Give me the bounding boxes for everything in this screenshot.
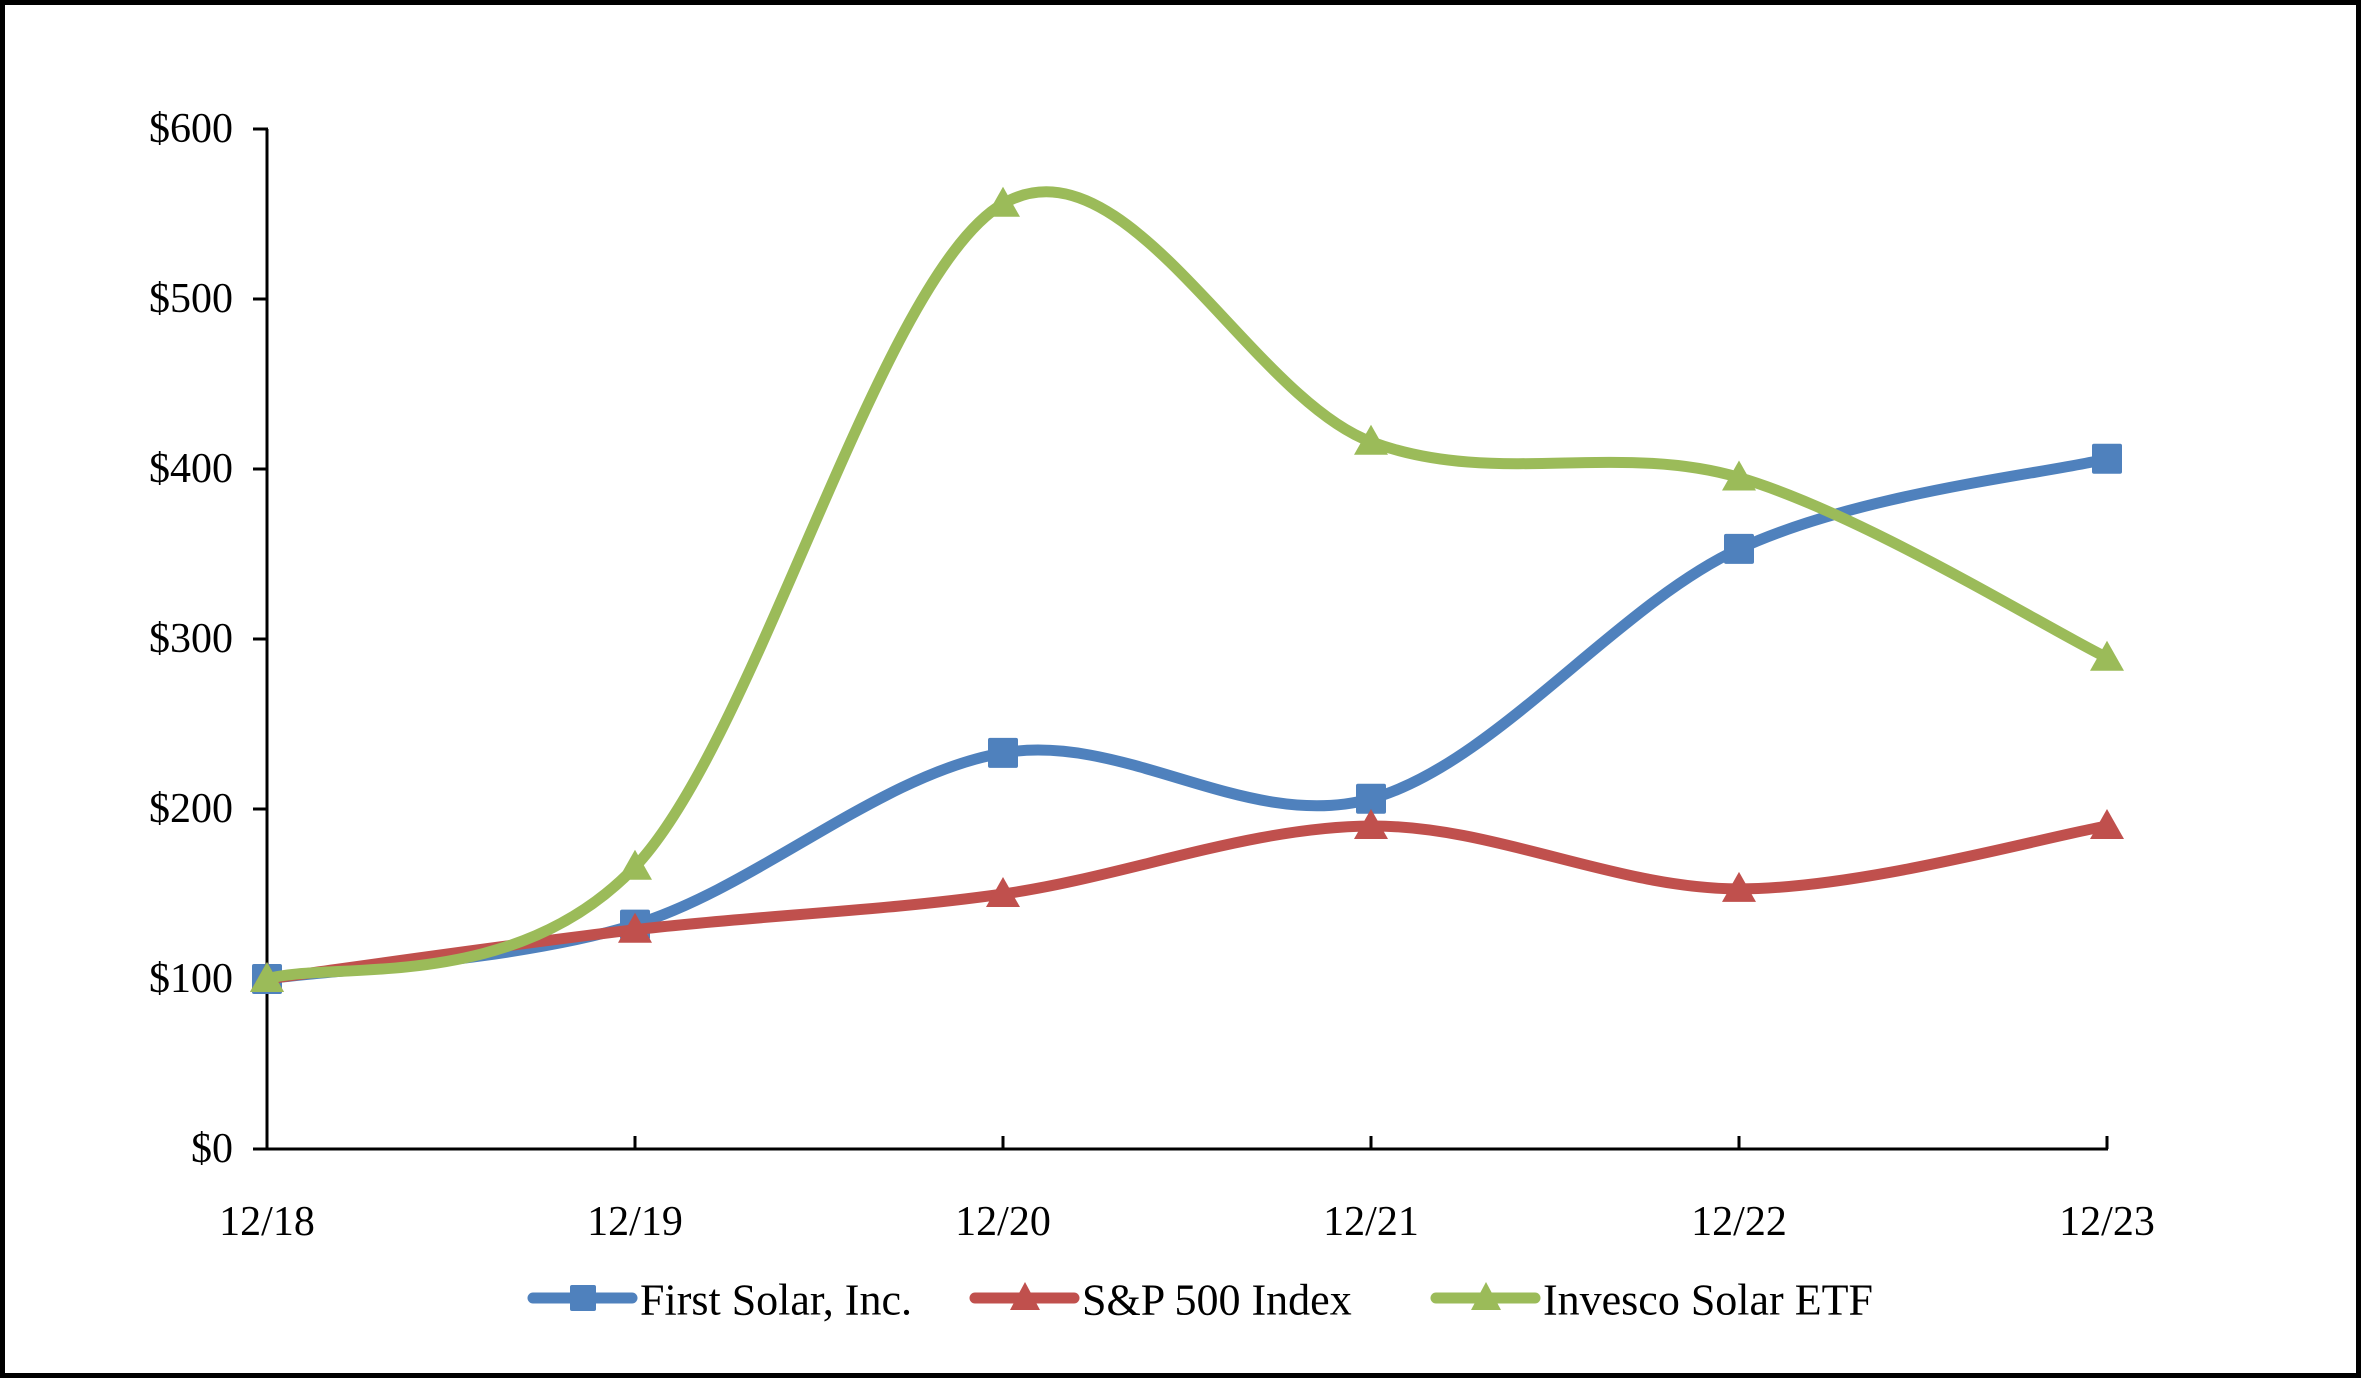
x-tick-label: 12/22 [1691,1199,1787,1245]
legend-item-sp500: S&P 500 Index [969,1276,1352,1325]
legend: First Solar, Inc. S&P 500 Index Invesco … [527,1276,1873,1325]
x-tick-label: 12/23 [2059,1199,2155,1245]
y-tick-label: $600 [149,106,233,152]
legend-square-marker-icon [570,1285,596,1311]
y-tick-label: $500 [149,276,233,322]
invesco-solar-etf-marker-12-19 [618,849,652,880]
s-p-500-index-marker-12-21 [1354,809,1388,839]
invesco-solar-etf-marker-12-21 [1354,424,1388,455]
legend-triangle-marker-icon [1471,1282,1501,1310]
y-tick-label: $200 [149,786,233,832]
legend-item-invesco-solar-etf: Invesco Solar ETF [1430,1276,1873,1325]
first-solar-inc-marker-12-23 [2092,443,2122,474]
s-p-500-index-marker-12-19 [618,912,652,943]
invesco-solar-etf-marker-12-20 [986,186,1020,217]
series-layer [250,186,2124,994]
first-solar-inc-marker-12-20 [988,737,1018,768]
x-tick-label: 12/19 [587,1199,683,1245]
legend-label: Invesco Solar ETF [1543,1276,1873,1325]
y-tick-label: $400 [149,446,233,492]
x-axis: 12/18 12/19 12/20 12/21 12/22 12/23 [219,1136,2155,1245]
series-line-invesco-solar-etf [261,186,2113,985]
first-solar-inc-marker-12-22 [1724,533,1754,564]
x-tick-label: 12/20 [955,1199,1051,1245]
y-tick-label: $0 [191,1126,233,1172]
y-tick-label: $300 [149,616,233,662]
invesco-solar-etf-marker-12-23 [2090,640,2124,671]
legend-triangle-marker-icon [1010,1282,1040,1310]
legend-item-first-solar: First Solar, Inc. [527,1276,912,1325]
s-p-500-index-marker-12-22 [1722,871,1756,902]
first-solar-inc-marker-12-21 [1356,783,1386,814]
invesco-solar-etf-marker-12-22 [1722,460,1756,491]
x-tick-label: 12/18 [219,1199,315,1245]
invesco-solar-etf-marker-12-18 [250,962,284,992]
s-p-500-index-marker-12-20 [986,877,1020,907]
legend-label: First Solar, Inc. [640,1276,912,1325]
y-axis: $0 $100 $200 $300 $400 $500 $600 [149,106,269,1172]
y-tick-label: $100 [149,956,233,1002]
legend-label: S&P 500 Index [1082,1276,1352,1325]
s-p-500-index-marker-12-23 [2090,809,2124,839]
x-tick-label: 12/21 [1323,1199,1419,1245]
series-line-s-p-500-index [261,820,2113,985]
